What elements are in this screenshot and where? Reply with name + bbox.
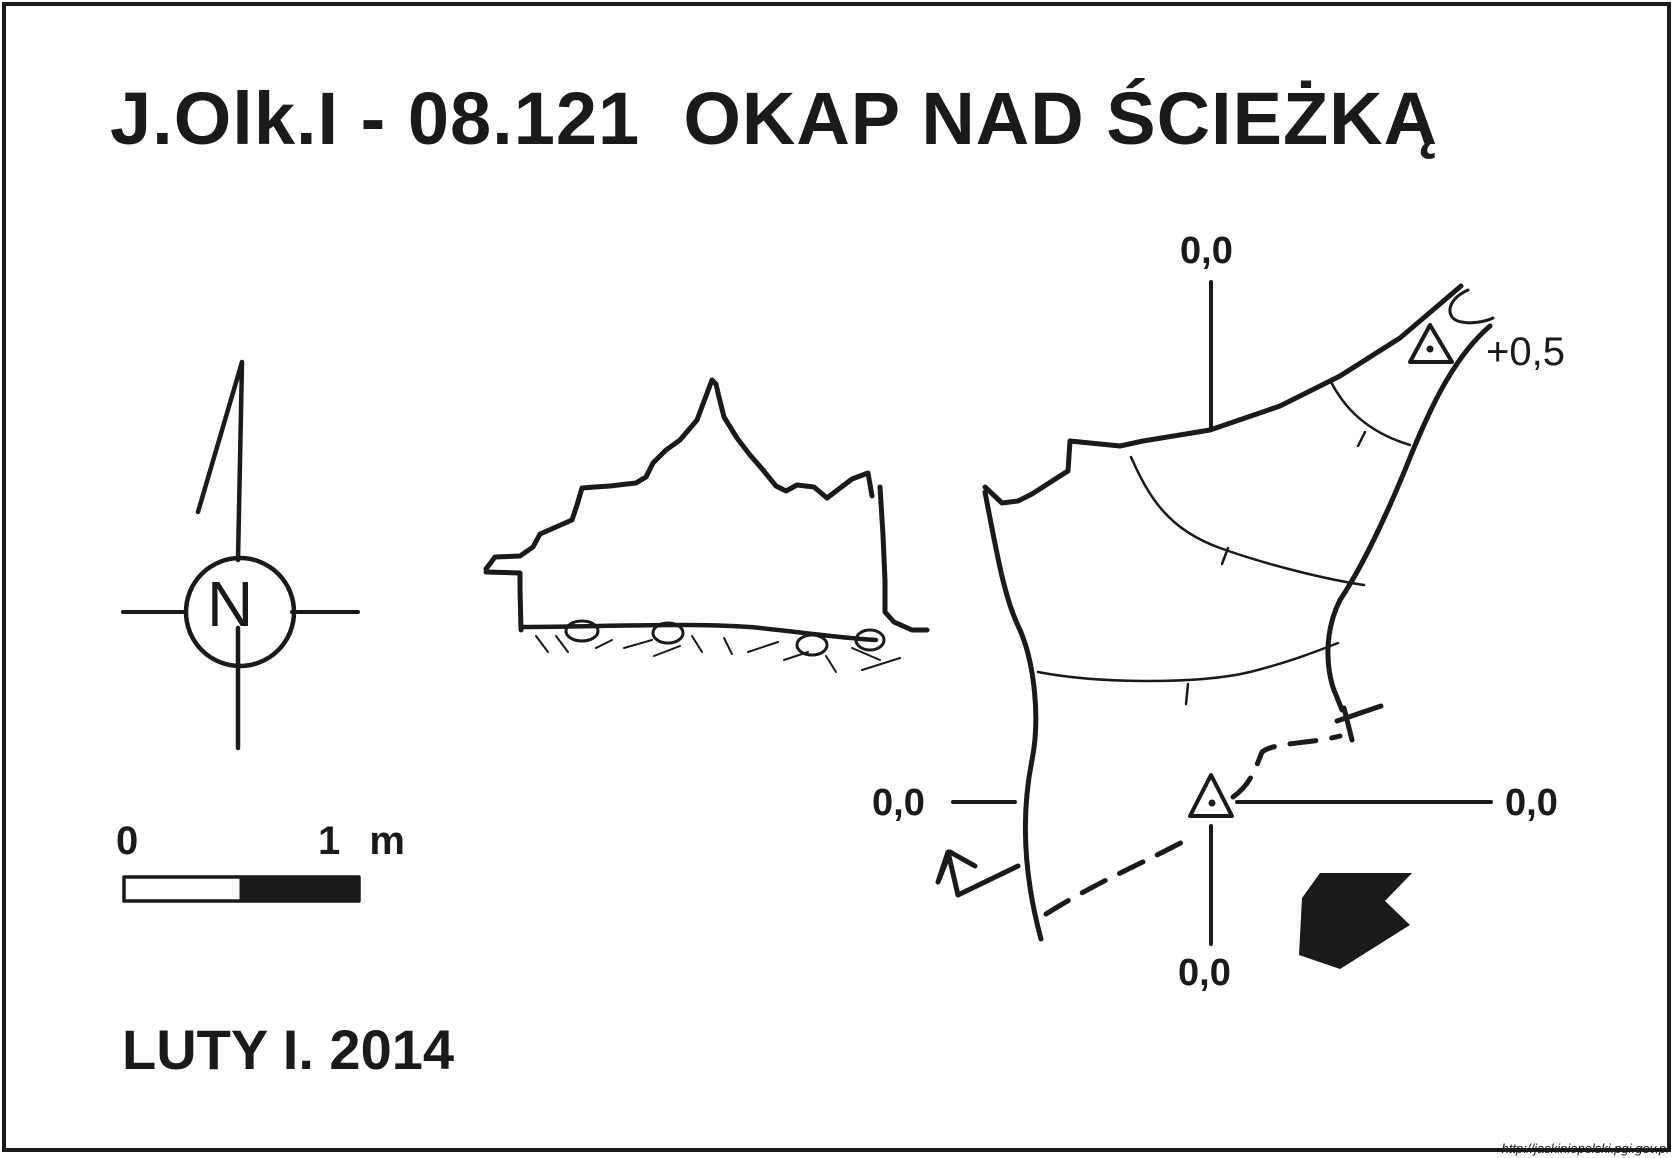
arrow-up-left-icon [1299,873,1412,969]
cross-section [483,377,930,673]
elevation-upper-point-label: +0,5 [1486,330,1565,374]
map-title: J.Olk.I - 08.121 OKAP NAD ŚCIEŻKĄ [110,77,1439,160]
compass-north-label: N [207,568,254,640]
elevation-bottom-label: 0,0 [1178,952,1231,994]
survey-date: LUTY I. 2014 [122,1018,455,1081]
scale-bar [122,875,361,903]
plan-view [935,280,1495,946]
north-arrow-icon [121,359,360,751]
scale-start-label: 0 [116,819,139,863]
elevation-right-label: 0,0 [1505,782,1558,824]
source-credit[interactable]: http://jaskiniepolski.pgi.gov.pl [1501,1141,1669,1156]
elevation-left-label: 0,0 [872,782,925,824]
scale-end-label: 1 m [318,819,405,863]
elevation-top-label: 0,0 [1180,230,1233,272]
